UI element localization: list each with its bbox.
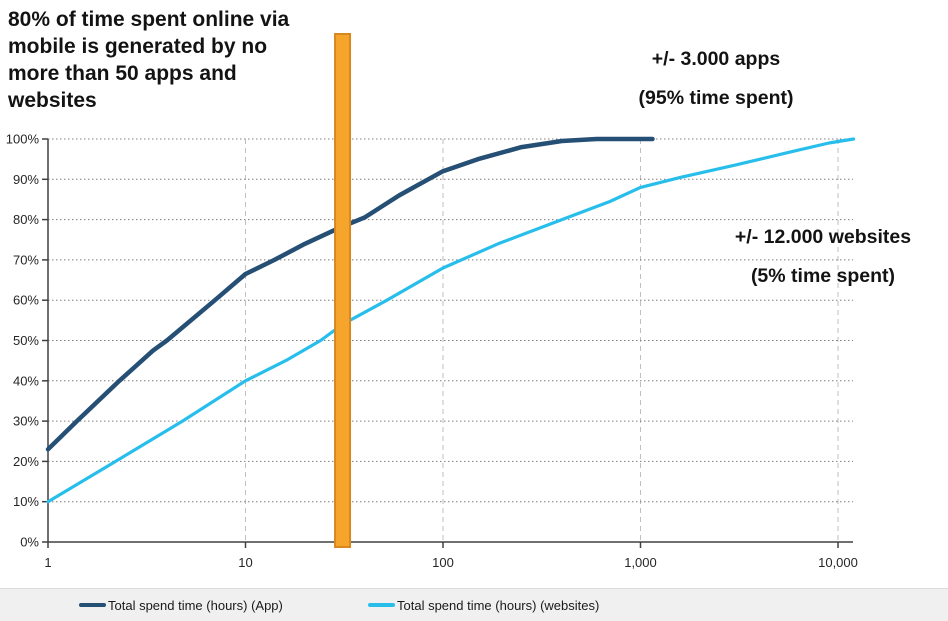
x-tick-label: 100 — [432, 555, 454, 570]
y-tick-label: 50% — [13, 333, 39, 348]
legend-label-app: Total spend time (hours) (App) — [108, 597, 283, 613]
y-tick-label: 0% — [20, 535, 39, 550]
y-tick-label: 100% — [6, 132, 40, 147]
websites-series-swatch — [368, 602, 395, 608]
legend-item-websites: Total spend time (hours) (websites) — [368, 589, 599, 621]
y-tick-label: 70% — [13, 252, 39, 267]
websites-annotation: +/- 12.000 websites (5% time spent) — [734, 226, 912, 287]
y-tick-label: 30% — [13, 414, 39, 429]
legend-item-app: Total spend time (hours) (App) — [79, 589, 283, 621]
x-tick-label: 10 — [238, 555, 252, 570]
series-lines — [45, 136, 856, 504]
x-tick-label: 10,000 — [818, 555, 858, 570]
legend: Total spend time (hours) (App) Total spe… — [0, 588, 948, 621]
series-line-app — [45, 136, 655, 452]
y-tick-label: 40% — [13, 373, 39, 388]
y-tick-label: 60% — [13, 293, 39, 308]
y-tick-label: 20% — [13, 454, 39, 469]
x-tick-label: 1 — [44, 555, 51, 570]
app-series-swatch — [79, 602, 106, 608]
highlight-bar — [334, 33, 352, 548]
chart-title: 80% of time spent online via mobile is g… — [8, 8, 290, 112]
y-tick-label: 10% — [13, 494, 39, 509]
y-tick-label: 90% — [13, 172, 39, 187]
legend-label-websites: Total spend time (hours) (websites) — [397, 597, 600, 613]
gridlines — [48, 138, 853, 542]
y-tick-label: 80% — [13, 212, 39, 227]
axes: 0% 10% 20% 30% 40% 50% 60% 70% 80% 90% 100% 1 10 100 1… — [6, 132, 858, 571]
apps-annotation: +/- 3.000 apps (95% time spent) — [638, 48, 794, 109]
x-tick-label: 1,000 — [624, 555, 657, 570]
series-line-websites — [46, 137, 856, 504]
